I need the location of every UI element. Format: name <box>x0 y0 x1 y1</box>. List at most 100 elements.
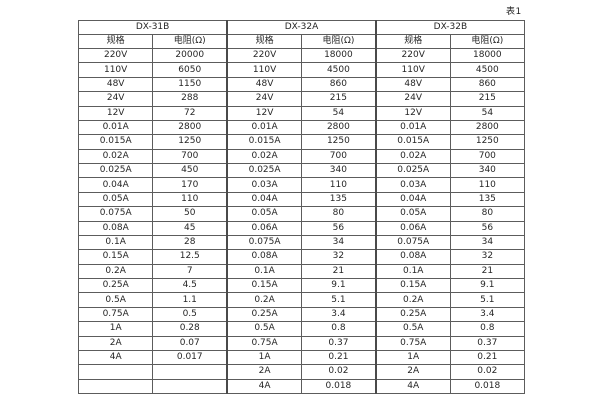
table-row: 0.15A 12.5 0.08A 32 0.08A 32 <box>77 249 526 265</box>
resistance-cell: 0.37 <box>449 335 526 351</box>
resistance-cell: 0.8 <box>300 321 377 337</box>
resistance-cell: 50 <box>152 206 228 222</box>
spec-cell: 24V <box>374 91 451 107</box>
table-row: 110V 6050 110V 4500 110V 4500 <box>77 62 526 78</box>
spec-cell: 0.02A <box>226 148 302 165</box>
resistance-cell: 72 <box>152 105 228 121</box>
spec-cell: 12V <box>77 105 154 121</box>
table-body: 220V 20000 220V 18000 220V 18000 110V 6050 110V 4… <box>77 47 526 395</box>
resistance-cell: 0.018 <box>300 378 377 395</box>
resistance-cell: 0.017 <box>152 349 228 366</box>
spec-cell: 0.5A <box>374 321 451 337</box>
resistance-cell: 4.5 <box>152 277 228 294</box>
table-row: 0.1A 28 0.075A 34 0.075A 34 <box>77 234 526 251</box>
table-row: 12V 72 12V 54 12V 54 <box>77 105 526 121</box>
spec-cell: 48V <box>226 76 302 93</box>
group-header-dx32a: DX-32A <box>226 20 377 35</box>
group-header-dx31b: DX-31B <box>78 20 228 35</box>
spec-cell: 0.75A <box>226 335 302 351</box>
table-row: 0.01A 2800 0.01A 2800 0.01A 2800 <box>77 119 526 136</box>
resistance-cell: 2800 <box>152 119 228 136</box>
table-row: 0.05A 110 0.04A 135 0.04A 135 <box>77 191 526 208</box>
spec-cell: 0.2A <box>374 292 451 308</box>
resistance-cell: 0.02 <box>449 364 526 380</box>
spec-column-header: 规格 <box>77 34 154 49</box>
group-header-dx32b: DX-32B <box>374 20 525 35</box>
spec-cell: 0.01A <box>77 119 154 136</box>
resistance-cell: 340 <box>300 162 377 179</box>
spec-cell: 0.2A <box>77 263 154 280</box>
table-row: 0.02A 700 0.02A 700 0.02A 700 <box>77 148 526 165</box>
spec-cell: 48V <box>374 76 451 93</box>
resistance-cell: 0.21 <box>449 349 526 366</box>
spec-cell: 0.08A <box>374 249 451 265</box>
resistance-cell: 18000 <box>300 47 377 64</box>
resistance-cell: 1.1 <box>152 292 228 308</box>
spec-cell: 2A <box>374 364 451 380</box>
table-row: 0.75A 0.5 0.25A 3.4 0.25A 3.4 <box>77 306 526 323</box>
resistance-cell: 0.02 <box>300 364 377 380</box>
spec-cell: 1A <box>226 349 302 366</box>
spec-cell: 0.25A <box>226 306 302 323</box>
spec-cell: 0.025A <box>226 162 302 179</box>
spec-cell: 12V <box>226 105 302 121</box>
spec-cell: 0.08A <box>77 220 154 236</box>
spec-cell: 220V <box>226 47 302 64</box>
table-row: 220V 20000 220V 18000 220V 18000 <box>77 47 526 64</box>
spec-cell: 0.075A <box>77 206 154 222</box>
resistance-cell: 3.4 <box>300 306 377 323</box>
spec-cell: 0.02A <box>374 148 451 165</box>
spec-cell: 0.06A <box>374 220 451 236</box>
spec-cell: 0.075A <box>374 234 451 251</box>
table-caption: 表1 <box>506 7 522 17</box>
spec-cell: 110V <box>77 62 154 78</box>
resistance-cell: 215 <box>300 91 377 107</box>
resistance-cell: 110 <box>449 177 526 193</box>
spec-cell: 0.04A <box>77 177 154 193</box>
resistance-cell: 5.1 <box>300 292 377 308</box>
spec-cell: 0.015A <box>374 134 451 150</box>
resistance-cell: 28 <box>152 234 228 251</box>
resistance-cell: 135 <box>300 191 377 208</box>
resistance-cell: 80 <box>449 206 526 222</box>
resistance-cell: 110 <box>152 191 228 208</box>
spec-cell: 220V <box>374 47 451 64</box>
spec-cell: 0.25A <box>374 306 451 323</box>
table-row: 0.075A 50 0.05A 80 0.05A 80 <box>77 206 526 222</box>
spec-cell: 0.04A <box>226 191 302 208</box>
spec-cell: 0.01A <box>226 119 302 136</box>
spec-cell: 0.1A <box>374 263 451 280</box>
spec-cell: 1A <box>374 349 451 366</box>
spec-cell: 0.015A <box>77 134 154 150</box>
resistance-cell: 1150 <box>152 76 228 93</box>
spec-cell: 0.2A <box>226 292 302 308</box>
resistance-cell: 18000 <box>449 47 526 64</box>
column-header-row: 规格 电阻(Ω) 规格 电阻(Ω) 规格 电阻(Ω) <box>77 34 526 49</box>
spec-cell: 0.15A <box>77 249 154 265</box>
resistance-column-header: 电阻(Ω) <box>152 34 228 49</box>
resistance-cell <box>152 378 228 395</box>
resistance-cell: 860 <box>300 76 377 93</box>
spec-cell <box>77 378 154 395</box>
resistance-cell: 288 <box>152 91 228 107</box>
resistance-cell: 56 <box>449 220 526 236</box>
spec-cell <box>77 364 154 380</box>
spec-cell: 0.05A <box>226 206 302 222</box>
resistance-cell: 110 <box>300 177 377 193</box>
spec-cell: 0.08A <box>226 249 302 265</box>
spec-cell: 0.03A <box>226 177 302 193</box>
table-row: 4A 0.017 1A 0.21 1A 0.21 <box>77 349 526 366</box>
spec-cell: 0.04A <box>374 191 451 208</box>
table-row: 48V 1150 48V 860 48V 860 <box>77 76 526 93</box>
resistance-cell: 12.5 <box>152 249 228 265</box>
table-row: 0.25A 4.5 0.15A 9.1 0.15A 9.1 <box>77 277 526 294</box>
spec-cell: 0.15A <box>374 277 451 294</box>
resistance-cell: 21 <box>300 263 377 280</box>
resistance-cell: 0.21 <box>300 349 377 366</box>
resistance-column-header: 电阻(Ω) <box>449 34 526 49</box>
resistance-cell: 0.07 <box>152 335 228 351</box>
spec-column-header: 规格 <box>226 34 302 49</box>
resistance-cell: 700 <box>152 148 228 165</box>
resistance-cell: 54 <box>300 105 377 121</box>
resistance-cell: 7 <box>152 263 228 280</box>
